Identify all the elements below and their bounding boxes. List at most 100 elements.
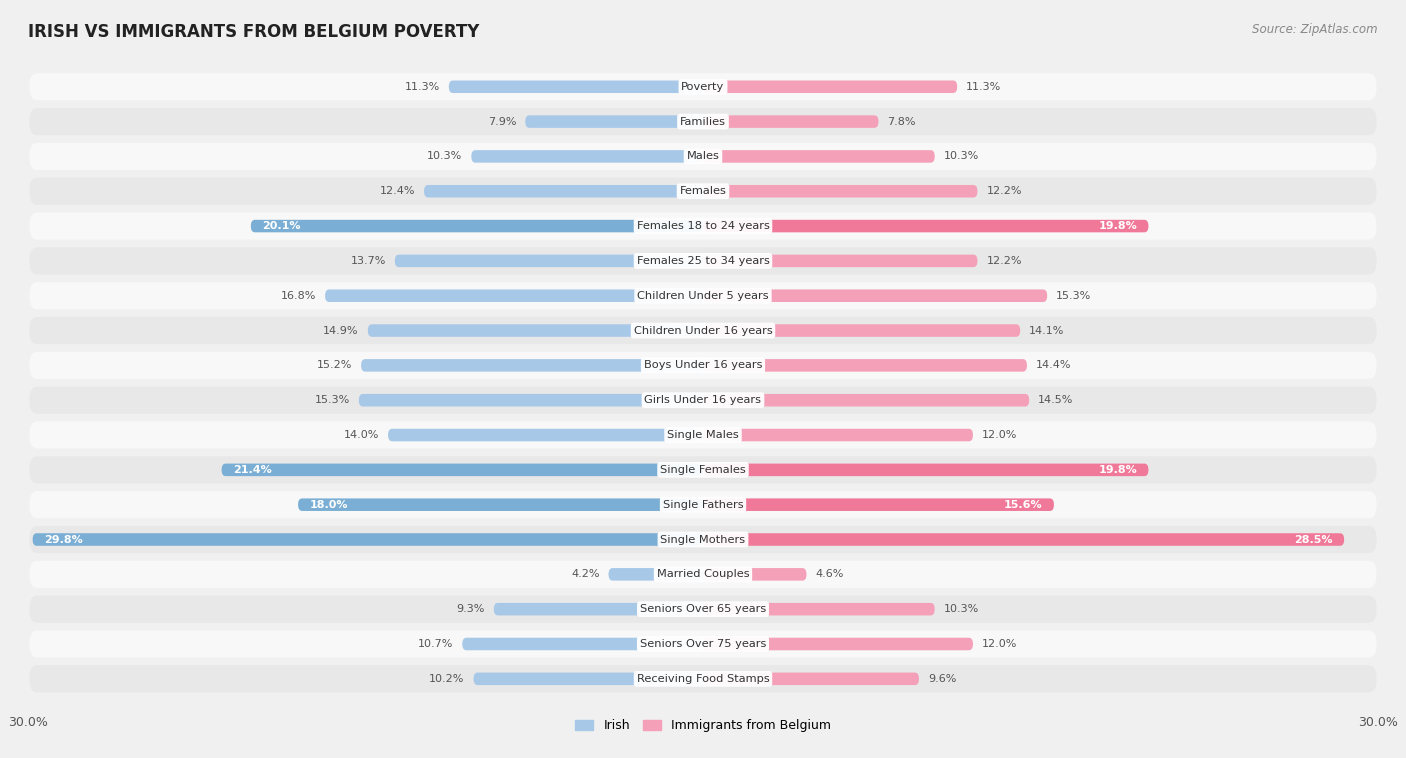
Text: 9.6%: 9.6% xyxy=(928,674,956,684)
FancyBboxPatch shape xyxy=(703,150,935,163)
FancyBboxPatch shape xyxy=(30,108,1376,135)
FancyBboxPatch shape xyxy=(703,672,920,685)
FancyBboxPatch shape xyxy=(30,631,1376,658)
Text: Boys Under 16 years: Boys Under 16 years xyxy=(644,360,762,371)
Text: Source: ZipAtlas.com: Source: ZipAtlas.com xyxy=(1253,23,1378,36)
FancyBboxPatch shape xyxy=(30,596,1376,623)
FancyBboxPatch shape xyxy=(449,80,703,93)
Legend: Irish, Immigrants from Belgium: Irish, Immigrants from Belgium xyxy=(569,714,837,738)
FancyBboxPatch shape xyxy=(703,359,1026,371)
FancyBboxPatch shape xyxy=(30,282,1376,309)
FancyBboxPatch shape xyxy=(30,561,1376,588)
FancyBboxPatch shape xyxy=(703,290,1047,302)
FancyBboxPatch shape xyxy=(388,429,703,441)
Text: Single Mothers: Single Mothers xyxy=(661,534,745,544)
Text: 20.1%: 20.1% xyxy=(262,221,301,231)
Text: 12.2%: 12.2% xyxy=(987,256,1022,266)
Text: 18.0%: 18.0% xyxy=(309,500,347,509)
Text: 19.8%: 19.8% xyxy=(1098,221,1137,231)
Text: 29.8%: 29.8% xyxy=(44,534,83,544)
FancyBboxPatch shape xyxy=(30,247,1376,274)
FancyBboxPatch shape xyxy=(30,526,1376,553)
Text: 11.3%: 11.3% xyxy=(966,82,1001,92)
Text: 12.0%: 12.0% xyxy=(981,639,1018,649)
FancyBboxPatch shape xyxy=(609,568,703,581)
FancyBboxPatch shape xyxy=(703,115,879,128)
Text: 15.2%: 15.2% xyxy=(316,360,352,371)
FancyBboxPatch shape xyxy=(395,255,703,267)
Text: 15.3%: 15.3% xyxy=(1056,291,1091,301)
Text: 10.3%: 10.3% xyxy=(943,604,979,614)
Text: Males: Males xyxy=(686,152,720,161)
Text: Receiving Food Stamps: Receiving Food Stamps xyxy=(637,674,769,684)
Text: 19.8%: 19.8% xyxy=(1098,465,1137,475)
FancyBboxPatch shape xyxy=(32,533,703,546)
Text: 13.7%: 13.7% xyxy=(350,256,385,266)
Text: 10.3%: 10.3% xyxy=(427,152,463,161)
Text: Children Under 16 years: Children Under 16 years xyxy=(634,325,772,336)
FancyBboxPatch shape xyxy=(703,185,977,198)
Text: Females 25 to 34 years: Females 25 to 34 years xyxy=(637,256,769,266)
Text: Families: Families xyxy=(681,117,725,127)
Text: Single Males: Single Males xyxy=(666,430,740,440)
FancyBboxPatch shape xyxy=(703,568,807,581)
FancyBboxPatch shape xyxy=(703,464,1149,476)
FancyBboxPatch shape xyxy=(703,533,1344,546)
Text: 10.7%: 10.7% xyxy=(418,639,453,649)
FancyBboxPatch shape xyxy=(298,499,703,511)
FancyBboxPatch shape xyxy=(359,394,703,406)
FancyBboxPatch shape xyxy=(703,255,977,267)
FancyBboxPatch shape xyxy=(474,672,703,685)
Text: 4.6%: 4.6% xyxy=(815,569,844,579)
Text: Girls Under 16 years: Girls Under 16 years xyxy=(644,395,762,406)
Text: 14.5%: 14.5% xyxy=(1038,395,1074,406)
FancyBboxPatch shape xyxy=(30,666,1376,692)
Text: 14.9%: 14.9% xyxy=(323,325,359,336)
Text: 28.5%: 28.5% xyxy=(1295,534,1333,544)
FancyBboxPatch shape xyxy=(30,74,1376,100)
FancyBboxPatch shape xyxy=(703,429,973,441)
FancyBboxPatch shape xyxy=(361,359,703,371)
FancyBboxPatch shape xyxy=(30,456,1376,484)
Text: 15.3%: 15.3% xyxy=(315,395,350,406)
FancyBboxPatch shape xyxy=(703,80,957,93)
Text: 10.2%: 10.2% xyxy=(429,674,464,684)
Text: 16.8%: 16.8% xyxy=(281,291,316,301)
Text: 7.9%: 7.9% xyxy=(488,117,516,127)
FancyBboxPatch shape xyxy=(526,115,703,128)
Text: 14.0%: 14.0% xyxy=(343,430,380,440)
Text: 4.2%: 4.2% xyxy=(571,569,599,579)
Text: Seniors Over 65 years: Seniors Over 65 years xyxy=(640,604,766,614)
Text: Married Couples: Married Couples xyxy=(657,569,749,579)
FancyBboxPatch shape xyxy=(250,220,703,233)
FancyBboxPatch shape xyxy=(325,290,703,302)
Text: Females: Females xyxy=(679,186,727,196)
Text: 9.3%: 9.3% xyxy=(457,604,485,614)
FancyBboxPatch shape xyxy=(494,603,703,615)
FancyBboxPatch shape xyxy=(425,185,703,198)
FancyBboxPatch shape xyxy=(471,150,703,163)
FancyBboxPatch shape xyxy=(30,317,1376,344)
FancyBboxPatch shape xyxy=(30,491,1376,518)
FancyBboxPatch shape xyxy=(703,220,1149,233)
FancyBboxPatch shape xyxy=(703,394,1029,406)
FancyBboxPatch shape xyxy=(463,637,703,650)
Text: 21.4%: 21.4% xyxy=(233,465,271,475)
FancyBboxPatch shape xyxy=(30,352,1376,379)
Text: Seniors Over 75 years: Seniors Over 75 years xyxy=(640,639,766,649)
Text: 12.2%: 12.2% xyxy=(987,186,1022,196)
Text: Children Under 5 years: Children Under 5 years xyxy=(637,291,769,301)
Text: 7.8%: 7.8% xyxy=(887,117,915,127)
Text: Females 18 to 24 years: Females 18 to 24 years xyxy=(637,221,769,231)
Text: IRISH VS IMMIGRANTS FROM BELGIUM POVERTY: IRISH VS IMMIGRANTS FROM BELGIUM POVERTY xyxy=(28,23,479,41)
Text: 14.1%: 14.1% xyxy=(1029,325,1064,336)
FancyBboxPatch shape xyxy=(703,499,1054,511)
FancyBboxPatch shape xyxy=(703,603,935,615)
Text: 15.6%: 15.6% xyxy=(1004,500,1043,509)
Text: 10.3%: 10.3% xyxy=(943,152,979,161)
FancyBboxPatch shape xyxy=(368,324,703,337)
FancyBboxPatch shape xyxy=(222,464,703,476)
FancyBboxPatch shape xyxy=(30,143,1376,170)
Text: Poverty: Poverty xyxy=(682,82,724,92)
Text: 12.4%: 12.4% xyxy=(380,186,415,196)
